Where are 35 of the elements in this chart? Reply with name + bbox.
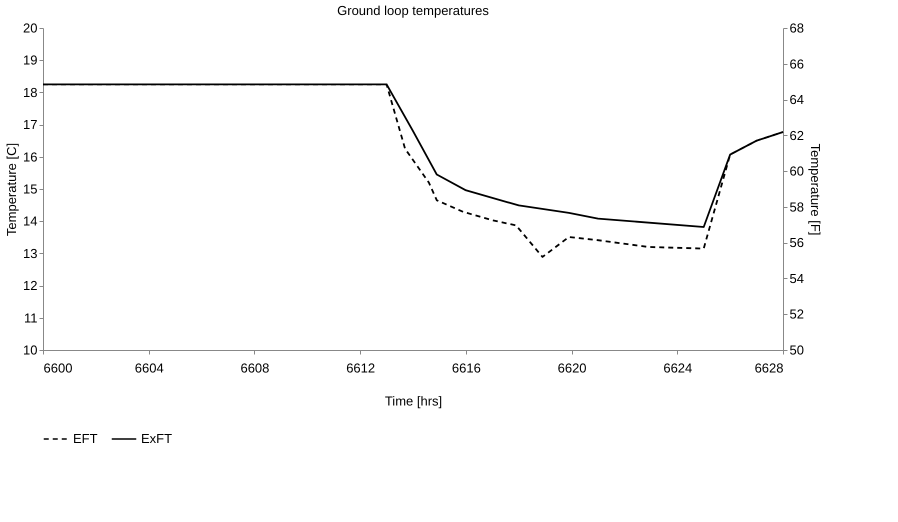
- y-tick-label: 13: [23, 246, 38, 261]
- x-tick-label: 6624: [663, 360, 692, 376]
- y2-tick-label: 52: [790, 306, 804, 322]
- chart-title: Ground loop temperatures: [337, 3, 490, 18]
- y2-tick-label: 62: [790, 128, 804, 143]
- y-tick-label: 20: [23, 20, 38, 36]
- y-tick-label: 11: [24, 310, 38, 326]
- y-tick-label: 17: [23, 117, 38, 132]
- y-tick-label: 10: [23, 342, 38, 358]
- y2-tick-label: 60: [790, 164, 804, 179]
- y2-tick-label: 64: [790, 92, 804, 108]
- y2-axis-title: Temperature [F]: [808, 144, 823, 236]
- y-axis-title: Temperature [C]: [4, 142, 20, 236]
- y2-tick-label: 68: [790, 20, 804, 36]
- x-tick-label: 6600: [44, 360, 72, 376]
- x-axis-title: Time [hrs]: [384, 394, 442, 408]
- x-tick-label: 6608: [240, 360, 270, 376]
- y2-tick-label: 54: [790, 270, 804, 286]
- legend-label: EFT: [73, 431, 98, 446]
- y2-tick-label: 50: [790, 342, 804, 358]
- y-tick-label: 19: [23, 52, 38, 68]
- y-tick-label: 12: [23, 278, 38, 294]
- y2-tick-label: 58: [790, 199, 804, 214]
- x-tick-label: 6628: [754, 360, 784, 376]
- y2-tick-label: 56: [790, 235, 804, 250]
- x-tick-label: 6620: [558, 360, 587, 376]
- legend-label: ExFT: [141, 431, 172, 446]
- y-tick-label: 14: [23, 214, 38, 229]
- x-tick-label: 6612: [346, 360, 376, 376]
- y2-tick-label: 66: [790, 56, 804, 72]
- y-tick-label: 16: [23, 149, 38, 164]
- x-tick-label: 6604: [134, 360, 164, 376]
- y-tick-label: 15: [23, 182, 38, 196]
- y-tick-label: 18: [23, 84, 38, 100]
- x-tick-label: 6616: [452, 360, 481, 376]
